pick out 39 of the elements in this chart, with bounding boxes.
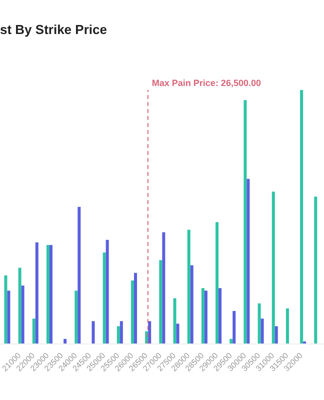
- bar: [274, 326, 278, 344]
- bar: [18, 268, 22, 344]
- bar: [134, 272, 138, 344]
- ref-line-label: Max Pain Price: 26,500.00: [152, 78, 261, 88]
- bar: [102, 252, 106, 344]
- bar: [286, 308, 289, 344]
- bar: [120, 321, 123, 344]
- bar: [131, 280, 134, 344]
- bar: [300, 90, 304, 344]
- bar: [260, 318, 264, 344]
- bar: [46, 244, 50, 344]
- bar: [258, 303, 261, 344]
- bar: [162, 232, 166, 344]
- bar: [159, 260, 162, 344]
- bar: [204, 290, 208, 344]
- bar: [49, 244, 52, 344]
- bar: [92, 321, 95, 344]
- bar: [116, 326, 120, 344]
- bar: [216, 222, 219, 344]
- bar: [190, 265, 194, 344]
- bar: [201, 288, 204, 344]
- bar: [244, 100, 247, 344]
- bar: [35, 242, 38, 344]
- bar: [78, 206, 81, 344]
- bar: [314, 196, 318, 344]
- bar: [232, 310, 236, 344]
- bar: [7, 290, 10, 344]
- bar: [32, 318, 36, 344]
- chart-title: st By Strike Price: [0, 22, 107, 37]
- bar: [74, 290, 78, 344]
- bar: [187, 230, 190, 344]
- bar: [176, 324, 180, 344]
- bar: [173, 298, 176, 344]
- bar: [21, 286, 24, 344]
- bar: [218, 288, 222, 344]
- bar: [272, 192, 275, 344]
- bar: [4, 275, 8, 344]
- bar: [246, 178, 250, 344]
- bar: [106, 240, 109, 344]
